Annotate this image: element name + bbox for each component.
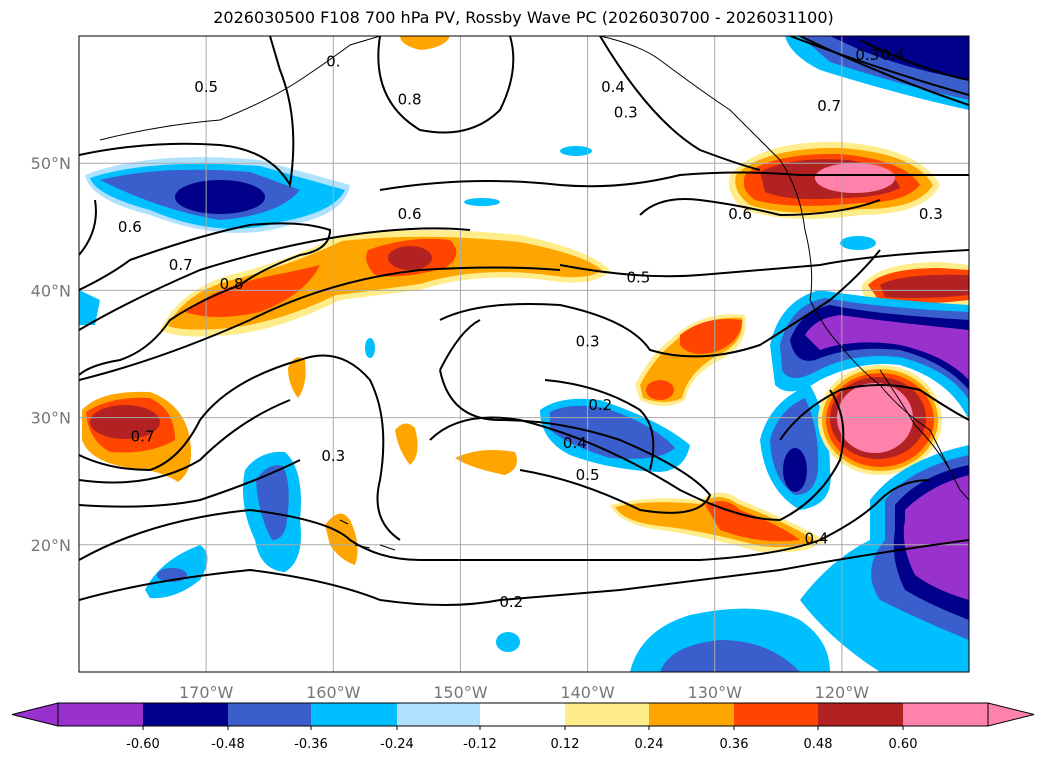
positive-anomaly-region [185,265,320,317]
negative-anomaly-region [256,465,289,540]
contour-label: 0.4 [881,46,905,64]
positive-anomaly-region [455,450,518,475]
negative-anomaly-region [79,290,100,325]
contour-label: 0.3 [855,46,879,64]
colorbar-bin [818,703,903,726]
colorbar-tick-label: 0.60 [889,737,918,752]
contour-label: 0.4 [601,78,625,96]
contour-label: 0.3 [576,332,600,350]
contour-label: 0.4 [804,529,828,547]
negative-anomaly-region [550,405,675,459]
colorbar-tick-label: -0.48 [211,737,245,752]
positive-anomaly-region [388,246,432,270]
colorbar-tick-label: -0.60 [126,737,160,752]
colorbar-tick-label: -0.36 [294,737,328,752]
positive-anomaly-region [815,163,895,193]
contour-label: 0.3 [321,447,345,465]
positive-anomaly-region [880,274,969,299]
contour-label: 0.6 [728,205,752,223]
colorbar-tick-label: 0.48 [804,737,833,752]
negative-anomaly-region [903,475,969,600]
positive-anomaly-region [646,380,674,400]
lat-label: 50°N [31,154,71,173]
positive-anomaly-region [395,423,418,465]
plot-title: 2026030500 F108 700 hPa PV, Rossby Wave … [213,8,834,27]
contour-label: 0.7 [131,428,155,446]
contour-label: 0.2 [499,593,523,611]
colorbar-bin [734,703,818,726]
colorbar-tick-label: -0.12 [463,737,497,752]
colorbar-bin [903,703,988,726]
negative-anomaly-region [365,338,375,358]
colorbar-tick-label: 0.24 [635,737,664,752]
colorbar-bin [565,703,649,726]
colorbar-extend-min [11,702,59,727]
pv-contours [79,36,969,606]
positive-anomaly-region [168,236,602,330]
colorbar-bin [58,703,143,726]
lon-label: 120°W [815,683,870,702]
lat-label: 30°N [31,409,71,428]
colorbar-tick-label: 0.36 [720,737,749,752]
contour-label: 0. [326,52,340,70]
negative-anomaly-region [840,236,876,250]
lat-label: 20°N [31,536,71,555]
map-area: 0.50.0.80.40.3 0.70.3 0.40.60.70.80.6 0.60.… [79,36,969,672]
positive-anomaly-region [400,36,450,50]
colorbar-bin [311,703,397,726]
colorbar-bin [480,703,565,726]
lat-label: 40°N [31,281,71,300]
colorbar-bin [397,703,480,726]
lon-label: 140°W [560,683,615,702]
contour-label: 0.4 [563,434,587,452]
contour-label: 0.2 [588,396,612,414]
lon-label: 150°W [433,683,488,702]
contour-label: 0.7 [817,97,841,115]
positive-anomaly-region [288,357,306,398]
contour-label: 0.8 [398,91,422,109]
map-frame [78,35,970,673]
negative-anomaly-region [464,198,500,206]
contour-label: 0.5 [626,269,650,287]
latitude-labels: 50°N 40°N 30°N 20°N [31,154,71,555]
colorbar-extend-max [987,702,1035,727]
negative-anomaly-region [175,180,265,214]
negative-anomaly-region [660,640,800,672]
colorbar-bin [649,703,734,726]
negative-anomaly-region [560,146,592,156]
contour-label: 0.3 [614,103,638,121]
positive-anomaly-region [680,319,742,354]
contour-label: 0.5 [194,78,218,96]
contour-label: 0.3 [919,205,943,223]
negative-anomaly-region [496,632,520,652]
lon-label: 170°W [179,683,234,702]
contour-label: 0.8 [220,275,244,293]
colorbar-bin [143,703,228,726]
contour-label: 0.6 [398,205,422,223]
negative-anomaly-region [783,448,807,492]
negative-anomaly-region [805,315,969,380]
contour-label: 0.5 [576,466,600,484]
contour-label: 0.7 [169,256,193,274]
colorbar-bin [228,703,311,726]
contour-labels: 0.50.0.80.40.3 0.70.3 0.40.60.70.80.6 0.60.… [118,46,943,611]
colorbar-tick-label: -0.24 [380,737,414,752]
lon-label: 130°W [688,683,743,702]
colorbar-tick-label: 0.12 [551,737,580,752]
contour-label: 0.6 [118,218,142,236]
longitude-labels: 170°W 160°W 150°W 140°W 130°W 120°W [179,683,869,702]
lon-label: 160°W [306,683,361,702]
pv-anomaly-fills [79,36,969,672]
positive-anomaly-region [90,405,160,439]
colorbar: -0.60 -0.48 -0.36 -0.24 -0.12 0.12 0.24 0.36 0.4… [11,702,1035,752]
